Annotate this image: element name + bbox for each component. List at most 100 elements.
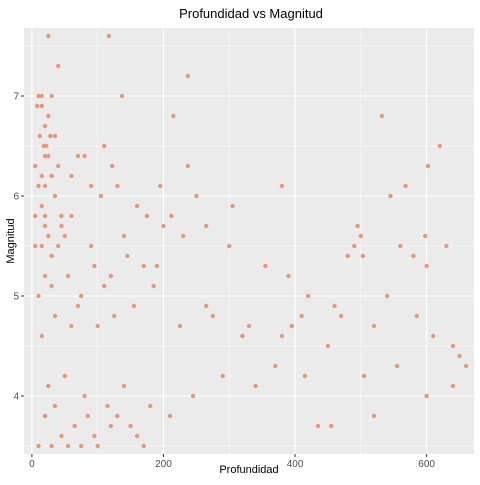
data-point <box>36 443 41 449</box>
data-point <box>62 233 67 239</box>
data-point <box>39 243 44 249</box>
data-point <box>148 403 153 409</box>
data-point <box>299 313 304 319</box>
y-tick-label: 6 <box>13 192 19 203</box>
data-point <box>119 93 125 99</box>
data-point <box>105 403 110 409</box>
data-point <box>98 193 104 199</box>
data-point <box>42 223 48 229</box>
data-point <box>42 213 48 219</box>
data-point <box>371 323 377 329</box>
data-point <box>463 363 469 369</box>
data-point <box>134 203 140 209</box>
data-point <box>39 93 44 99</box>
data-point <box>167 413 173 419</box>
x-tick-label: 0 <box>29 459 35 470</box>
data-point <box>52 313 58 319</box>
data-point <box>194 193 199 199</box>
data-point <box>388 193 393 199</box>
data-point <box>32 243 38 249</box>
data-point <box>457 353 462 359</box>
data-point <box>289 323 294 329</box>
data-point <box>190 393 196 399</box>
data-point <box>52 133 58 139</box>
data-point <box>131 303 137 309</box>
data-point <box>69 213 74 219</box>
data-point <box>384 293 390 299</box>
data-point <box>125 253 130 259</box>
data-point <box>161 223 166 229</box>
axis-ticks: 0 200 400 600 4 5 6 7 <box>13 92 435 471</box>
data-point <box>141 443 146 449</box>
data-point <box>444 243 449 249</box>
data-point <box>52 403 58 409</box>
data-point <box>325 343 331 349</box>
data-point <box>65 273 71 279</box>
data-point <box>437 143 442 149</box>
data-point <box>56 243 61 249</box>
data-point <box>329 423 334 429</box>
data-point <box>424 393 429 399</box>
data-point <box>141 263 146 269</box>
data-point <box>169 213 174 219</box>
data-point <box>204 223 209 229</box>
data-point <box>46 233 51 239</box>
data-point <box>39 173 44 179</box>
data-point <box>88 183 94 189</box>
data-point <box>398 243 403 249</box>
data-point <box>246 323 252 329</box>
data-point <box>34 103 40 109</box>
data-point <box>46 113 51 119</box>
data-point <box>39 103 44 109</box>
data-point <box>52 193 58 199</box>
data-point <box>157 183 163 189</box>
data-point <box>450 343 456 349</box>
data-point <box>32 163 38 169</box>
data-point <box>286 273 291 279</box>
data-point <box>227 243 232 249</box>
y-tick-label: 5 <box>13 292 19 303</box>
data-point <box>49 443 54 449</box>
data-point <box>411 253 416 259</box>
data-point <box>72 423 77 429</box>
data-point <box>46 383 51 389</box>
data-point <box>115 183 120 189</box>
data-point <box>92 433 97 439</box>
data-point <box>394 363 400 369</box>
data-point <box>171 113 176 119</box>
data-point <box>42 413 48 419</box>
data-point <box>315 423 321 429</box>
data-point <box>425 163 431 169</box>
data-point <box>49 253 54 259</box>
data-point <box>95 443 100 449</box>
data-point <box>154 263 160 269</box>
data-point <box>371 413 377 419</box>
data-point <box>59 223 64 229</box>
data-point <box>355 223 360 229</box>
data-point <box>279 183 285 189</box>
data-point <box>204 303 209 309</box>
data-point <box>75 153 81 159</box>
data-point <box>134 433 140 439</box>
data-point <box>177 323 183 329</box>
data-point <box>423 233 428 239</box>
data-point <box>49 93 54 99</box>
data-point <box>302 373 308 379</box>
data-point <box>414 313 419 319</box>
data-point <box>306 293 311 299</box>
data-point <box>273 363 278 369</box>
data-point <box>111 313 117 319</box>
data-point <box>85 413 91 419</box>
data-point <box>379 113 385 119</box>
data-point <box>82 393 87 399</box>
data-point <box>403 183 408 189</box>
data-point <box>115 413 120 419</box>
data-point <box>75 303 81 309</box>
data-point <box>106 33 112 39</box>
plot-panel <box>24 28 474 454</box>
data-point <box>32 213 38 219</box>
data-point <box>338 313 344 319</box>
data-point <box>42 183 48 189</box>
data-point <box>345 253 350 259</box>
data-point <box>263 263 268 269</box>
